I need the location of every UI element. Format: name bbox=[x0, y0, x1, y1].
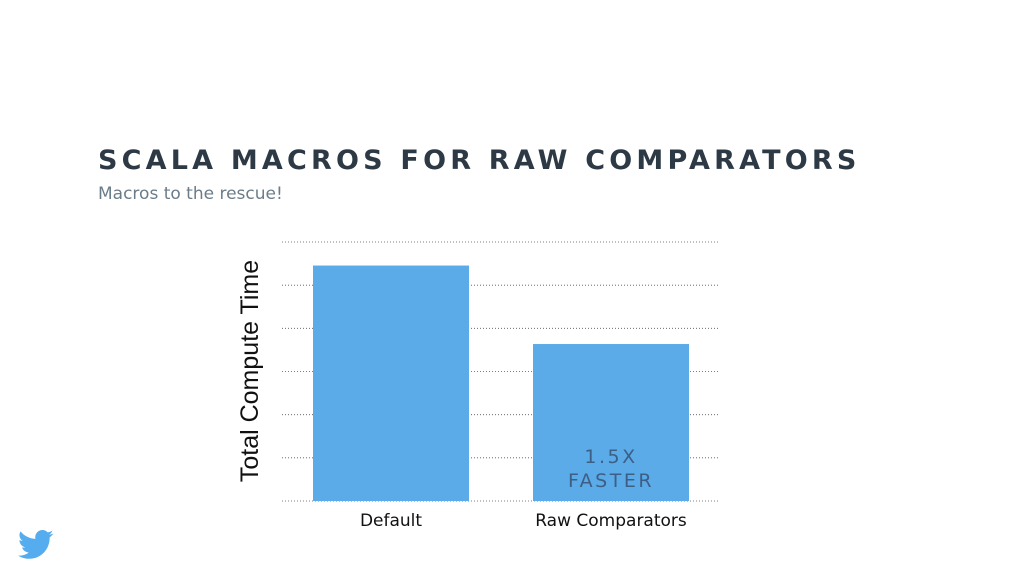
bar bbox=[533, 344, 689, 501]
slide-title: SCALA MACROS FOR RAW COMPARATORS bbox=[98, 145, 861, 176]
twitter-bird-icon bbox=[18, 530, 54, 559]
y-axis-label: Total Compute Time bbox=[236, 260, 264, 482]
bar bbox=[313, 265, 469, 501]
slide-subtitle: Macros to the rescue! bbox=[98, 184, 283, 204]
bar-annotation: 1.5X bbox=[584, 446, 637, 468]
x-tick-label: Raw Comparators bbox=[535, 511, 687, 531]
bar-annotation: FASTER bbox=[568, 470, 654, 492]
x-tick-label: Default bbox=[360, 511, 422, 531]
